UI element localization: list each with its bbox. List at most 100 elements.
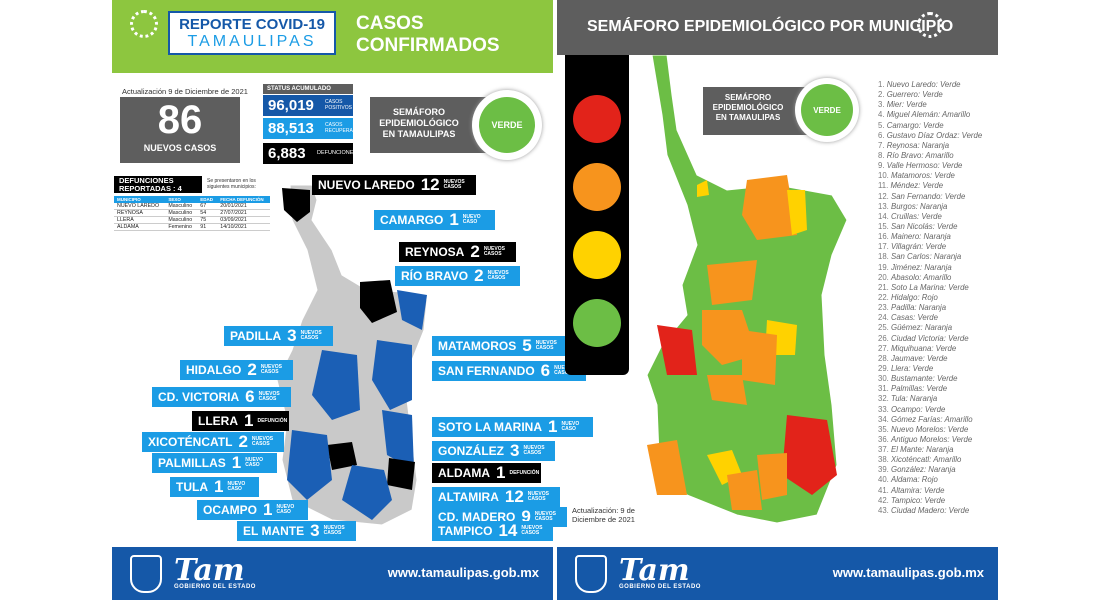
municipio-number: 1. xyxy=(878,80,885,89)
tamaulipas-cases-map xyxy=(276,184,428,526)
municipio-item: 33. Ocampo: Verde xyxy=(878,405,996,415)
municipio-item: 34. Gómez Farías: Amarillo xyxy=(878,415,996,425)
municipio-number: 22. xyxy=(878,292,889,302)
status-title: STATUS ACUMULADO xyxy=(263,84,353,94)
virus-icon xyxy=(917,12,943,38)
case-label-count: 2 xyxy=(238,432,248,451)
deaths-cell: Masculino xyxy=(165,203,198,210)
jimenez-region xyxy=(742,330,777,385)
case-label-name: HIDALGO xyxy=(186,363,242,377)
municipio-number: 34. xyxy=(878,414,889,424)
deaths-row: REYNOSA Masculino 54 27/07/2021 xyxy=(114,209,270,217)
deaths-row: LLERA Masculino 75 03/09/2021 xyxy=(114,216,270,224)
municipio-item: 37. El Mante: Naranja xyxy=(878,445,996,455)
municipio-status: González: Naranja xyxy=(891,465,956,475)
deaths-cell: 03/09/2021 xyxy=(217,216,270,224)
case-label-unit: NUEVO CASO xyxy=(276,504,295,515)
footer-url[interactable]: www.tamaulipas.gob.mx xyxy=(832,565,984,580)
footer-url[interactable]: www.tamaulipas.gob.mx xyxy=(387,565,539,580)
municipio-status: Altamira: Verde xyxy=(891,485,945,495)
municipio-status: Mier: Verde xyxy=(886,100,927,110)
case-label-unit: NUEVO CASO xyxy=(462,214,481,225)
nuevo-laredo-region xyxy=(282,188,310,222)
municipio-item: 26. Ciudad Victoria: Verde xyxy=(878,334,996,344)
case-label-count: 2 xyxy=(474,266,484,285)
municipio-number: 38. xyxy=(878,455,889,465)
municipio-status: Reynosa: Naranja xyxy=(886,140,950,150)
footer-right: Tam GOBIERNO DEL ESTADO www.tamaulipas.go… xyxy=(557,547,998,600)
deaths-cell: 14/10/2021 xyxy=(217,223,270,231)
municipio-status: Burgos: Naranja xyxy=(891,201,948,211)
municipio-status: Matamoros: Verde xyxy=(891,171,955,181)
case-label-tampico: TAMPICO 14 NUEVOS CASOS xyxy=(432,521,554,541)
municipio-number: 4. xyxy=(878,110,885,120)
municipio-status: Antiguo Morelos: Verde xyxy=(891,434,973,444)
municipio-number: 39. xyxy=(878,465,889,475)
municipio-status: Palmillas: Verde xyxy=(891,384,948,394)
orange-light xyxy=(573,163,621,211)
report-title: REPORTE COVID-19 xyxy=(179,16,325,33)
municipio-item: 27. Miquihuana: Verde xyxy=(878,344,996,354)
municipio-status: Jaumave: Verde xyxy=(891,353,948,363)
municipio-status: Abasolo: Amarillo xyxy=(891,272,952,282)
municipio-number: 6. xyxy=(878,130,885,140)
case-label-name: ALTAMIRA xyxy=(438,490,499,504)
case-label-name: ALDAMA xyxy=(438,466,490,480)
traffic-light xyxy=(565,55,629,375)
municipio-status: Méndez: Verde xyxy=(890,181,944,191)
new-cases-box: 86 NUEVOS CASOS xyxy=(120,97,240,163)
deaths-cell: 20/01/2021 xyxy=(217,203,270,210)
municipio-number: 3. xyxy=(878,100,885,110)
municipio-number: 12. xyxy=(878,191,889,201)
case-label-unit: NUEVOS CASOS xyxy=(258,391,280,402)
case-label-unit: DEFUNCIÓN xyxy=(509,469,540,476)
municipio-number: 25. xyxy=(878,323,889,333)
municipio-item: 41. Altamira: Verde xyxy=(878,486,996,496)
title-box: REPORTE COVID-19 TAMAULIPAS xyxy=(168,11,336,55)
case-label-count: 14 xyxy=(498,521,518,540)
municipio-item: 10. Matamoros: Verde xyxy=(878,171,996,181)
header-band: REPORTE COVID-19 TAMAULIPAS CASOS CONFIR… xyxy=(112,0,553,73)
case-label-llera: LLERA 1 DEFUNCIÓN xyxy=(192,411,290,431)
case-label-count: 9 xyxy=(521,507,531,526)
municipio-number: 43. xyxy=(878,505,889,515)
municipio-status: Ocampo: Verde xyxy=(891,404,946,414)
case-label-count: 6 xyxy=(245,387,255,406)
municipio-number: 27. xyxy=(878,343,889,353)
logo-text: Tam xyxy=(619,553,690,588)
municipio-item: 36. Antiguo Morelos: Verde xyxy=(878,435,996,445)
case-label-count: 1 xyxy=(231,453,242,472)
case-label-name: CD. MADERO xyxy=(438,510,516,524)
municipio-number: 28. xyxy=(878,353,889,363)
case-label-reynosa: REYNOSA 2 NUEVOS CASOS xyxy=(399,242,516,262)
municipio-number: 37. xyxy=(878,445,889,455)
municipio-item: 42. Tampico: Verde xyxy=(878,496,996,506)
left-panel: REPORTE COVID-19 TAMAULIPAS CASOS CONFIR… xyxy=(112,0,594,600)
yellow-light xyxy=(573,231,621,279)
case-label-unit: NUEVOS CASOS xyxy=(487,270,509,281)
aldama-region xyxy=(387,458,415,490)
deaths-title: DEFUNCIONES REPORTADAS : 4 xyxy=(114,176,202,193)
municipio-number: 10. xyxy=(878,171,889,181)
municipio-status: Hidalgo: Rojo xyxy=(891,292,938,302)
case-label-count: 3 xyxy=(287,326,297,345)
deaths-cell: Masculino xyxy=(165,209,198,217)
defunciones-label: DEFUNCIONES xyxy=(317,150,358,156)
municipio-status: Casas: Verde xyxy=(891,313,938,323)
case-label-unit: NUEVO CASO xyxy=(245,457,264,468)
case-label-name: PADILLA xyxy=(230,329,282,343)
municipio-item: 23. Padilla: Naranja xyxy=(878,303,996,313)
right-title: SEMÁFORO EPIDEMIOLÓGICO POR MUNICIPIO xyxy=(587,18,954,35)
case-label-count: 1 xyxy=(548,417,558,436)
deaths-cell: Femenino xyxy=(165,223,198,231)
municipio-number: 2. xyxy=(878,90,885,100)
el-mante-region xyxy=(727,470,762,510)
municipio-number: 24. xyxy=(878,313,889,323)
case-label-name: CAMARGO xyxy=(380,213,444,227)
municipio-item: 40. Aldama: Rojo xyxy=(878,475,996,485)
deaths-header-cell: SEXO xyxy=(165,196,198,203)
case-label-matamoros: MATAMOROS 5 NUEVOS CASOS xyxy=(432,336,568,356)
case-label-unit: NUEVOS CASOS xyxy=(260,364,282,375)
municipio-item: 39. González: Naranja xyxy=(878,465,996,475)
